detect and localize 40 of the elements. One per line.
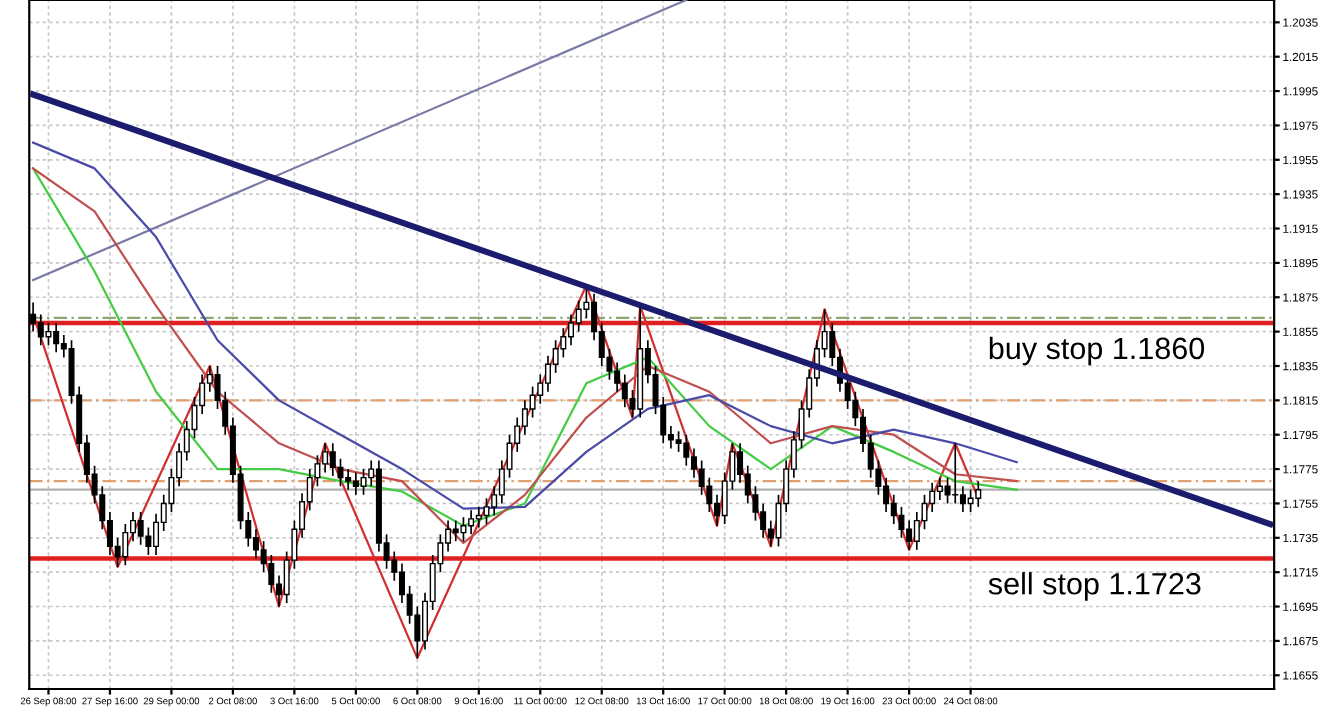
candlestick (268, 554, 275, 594)
candlestick (967, 488, 974, 513)
candlestick (690, 447, 697, 479)
candlestick (475, 506, 482, 529)
candlestick (360, 468, 367, 496)
candlestick (890, 494, 897, 525)
candlestick (544, 354, 551, 393)
candlestick (37, 313, 44, 347)
candlestick (683, 433, 690, 467)
candlestick (352, 471, 359, 496)
candlestick (906, 519, 913, 551)
line-series (31, 284, 980, 660)
candlestick (521, 399, 528, 436)
candlestick (468, 509, 475, 536)
candlestick (936, 476, 943, 501)
candlestick (45, 322, 52, 347)
candlestick (952, 442, 959, 505)
candlestick (706, 476, 713, 513)
candlestick (929, 481, 936, 513)
candlestick (460, 516, 467, 543)
candlestick (575, 299, 582, 333)
candlestick (322, 442, 329, 474)
candlestick (959, 485, 966, 513)
candlestick (614, 361, 621, 393)
candlestick (329, 442, 336, 477)
candlestick (560, 327, 567, 359)
candlestick (913, 511, 920, 551)
candlestick (568, 313, 575, 347)
candlestick (621, 373, 628, 409)
candlestick (252, 528, 259, 560)
candlestick (137, 511, 144, 546)
candlestick (345, 468, 352, 491)
candlestick (483, 497, 490, 525)
candlestick (883, 476, 890, 513)
candlestick (53, 322, 60, 354)
ref-line-label: buy stop 1.1860 (989, 336, 1205, 366)
candlestick (975, 480, 982, 508)
candlestick (122, 523, 129, 567)
ref-line-label: sell stop 1.1723 (988, 572, 1201, 601)
candlestick (760, 502, 767, 539)
